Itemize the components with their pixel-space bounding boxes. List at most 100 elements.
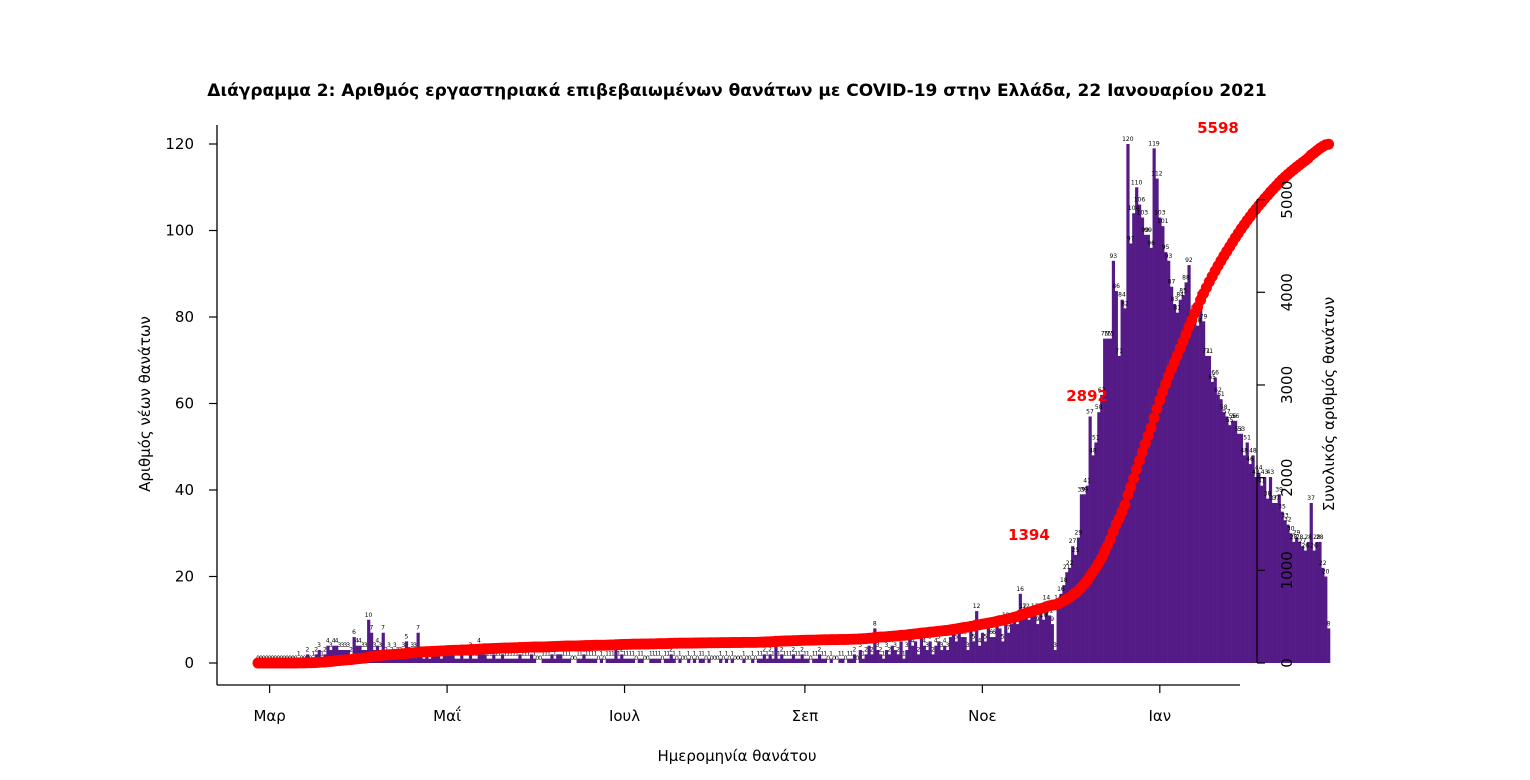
x-tick-label: Μαρ <box>253 707 285 725</box>
bar-data-label: 1 <box>623 651 627 658</box>
bar-data-label: 3 <box>940 642 944 649</box>
bar-data-label: 7 <box>1007 625 1011 632</box>
bar-data-label: 1 <box>541 651 545 658</box>
bar-data-label: 35 <box>1278 504 1286 511</box>
bar <box>1312 550 1316 663</box>
bar-data-label: 4 <box>943 638 947 645</box>
bar <box>1196 325 1200 663</box>
bar-data-label: 1 <box>489 651 493 658</box>
bar-data-label: 3 <box>346 642 350 649</box>
bar-data-label: 62 <box>1214 387 1222 394</box>
bar-data-label: 58 <box>1220 404 1228 411</box>
bar <box>445 654 449 663</box>
bar-data-label: 3 <box>361 642 365 649</box>
bars-layer <box>297 144 1331 664</box>
bar-data-label: 1 <box>588 651 592 658</box>
bar <box>553 658 557 663</box>
bar <box>852 654 857 663</box>
cumulative-point <box>1323 138 1335 150</box>
bar-data-label: 28 <box>1296 534 1304 541</box>
bar <box>882 658 886 663</box>
bar-data-label: 39 <box>1080 486 1088 493</box>
bar <box>460 654 464 663</box>
bar <box>567 658 572 663</box>
bar-data-label: 1 <box>666 651 670 658</box>
bar <box>1225 416 1229 663</box>
bar <box>884 650 889 663</box>
bar <box>922 645 926 663</box>
bar-data-label: 0 <box>722 655 726 662</box>
bar-data-label: 2 <box>768 646 772 653</box>
bar-data-label: 9 <box>1050 616 1054 623</box>
bar-data-label: 0 <box>643 655 647 662</box>
bar-data-label: 0 <box>835 655 839 662</box>
bar-data-label: 1 <box>751 651 755 658</box>
bar <box>867 645 871 663</box>
bar <box>879 654 883 663</box>
y-tick-label: 20 <box>175 568 194 586</box>
bar <box>489 658 493 663</box>
bar-data-label: 0 <box>535 655 539 662</box>
bar-data-label: 39 <box>1275 486 1283 493</box>
bar <box>916 654 921 663</box>
bar-data-label: 1 <box>698 651 702 658</box>
bar <box>666 658 670 663</box>
bar <box>608 658 612 663</box>
bar <box>975 611 979 663</box>
bar <box>800 654 804 663</box>
bar-data-label: 1 <box>788 651 792 658</box>
bar-data-label: 92 <box>1185 257 1193 264</box>
bar-data-label: 0 <box>634 655 638 662</box>
bar-data-label: 1 <box>532 651 536 658</box>
bar <box>995 624 999 663</box>
bar-data-label: 75 <box>1104 331 1112 338</box>
bar-data-label: 38 <box>1264 491 1272 498</box>
bar-data-label: 1 <box>882 651 886 658</box>
bar <box>454 658 458 663</box>
cumulative-point <box>1125 481 1137 493</box>
bar <box>620 654 624 663</box>
bar <box>1178 299 1182 663</box>
bar <box>527 658 531 663</box>
bar <box>858 650 862 663</box>
bar-data-label: 1 <box>626 651 630 658</box>
bar <box>762 654 766 663</box>
bar-data-label: 12 <box>1019 603 1027 610</box>
bar-data-label: 0 <box>745 655 749 662</box>
bar-data-label: 1 <box>594 651 598 658</box>
bar-data-label: 2 <box>323 646 327 653</box>
bar-data-label: 3 <box>329 642 333 649</box>
bar <box>1004 619 1008 663</box>
bar-data-label: 85 <box>1179 287 1187 294</box>
bar <box>847 658 851 663</box>
chart-title: Διάγραμμα 2: Αριθμός εργαστηριακά επιβεβ… <box>207 81 1266 101</box>
bar-data-label: 1 <box>567 651 571 658</box>
bar-data-label: 1 <box>509 651 513 658</box>
bar-data-label: 6 <box>352 629 356 636</box>
bar-data-label: 48 <box>1249 447 1257 454</box>
x-tick-label: Ιουλ <box>609 707 640 725</box>
bar-data-label: 1 <box>515 651 519 658</box>
bar <box>969 628 973 663</box>
y2-tick-label: 2000 <box>1278 459 1296 497</box>
bar <box>1164 252 1168 664</box>
bar-data-label: 5 <box>937 633 941 640</box>
bar-data-label: 0 <box>844 655 848 662</box>
y-tick-label: 100 <box>165 222 194 240</box>
bar <box>966 650 970 663</box>
bar-data-label: 1 <box>771 651 775 658</box>
bar-data-label: 29 <box>1075 530 1083 537</box>
bar <box>1027 619 1031 663</box>
bar-data-label: 2 <box>916 646 920 653</box>
bar <box>1306 541 1310 663</box>
bar-data-label: 1 <box>628 651 632 658</box>
bar <box>934 645 938 663</box>
bar-data-label: 1 <box>765 651 769 658</box>
bar <box>524 658 528 663</box>
bar <box>436 654 441 663</box>
bar-data-label: 1 <box>506 651 510 658</box>
cumulative-point <box>1151 403 1163 415</box>
bar <box>550 654 554 663</box>
bar <box>576 658 580 663</box>
bar <box>1059 593 1063 663</box>
